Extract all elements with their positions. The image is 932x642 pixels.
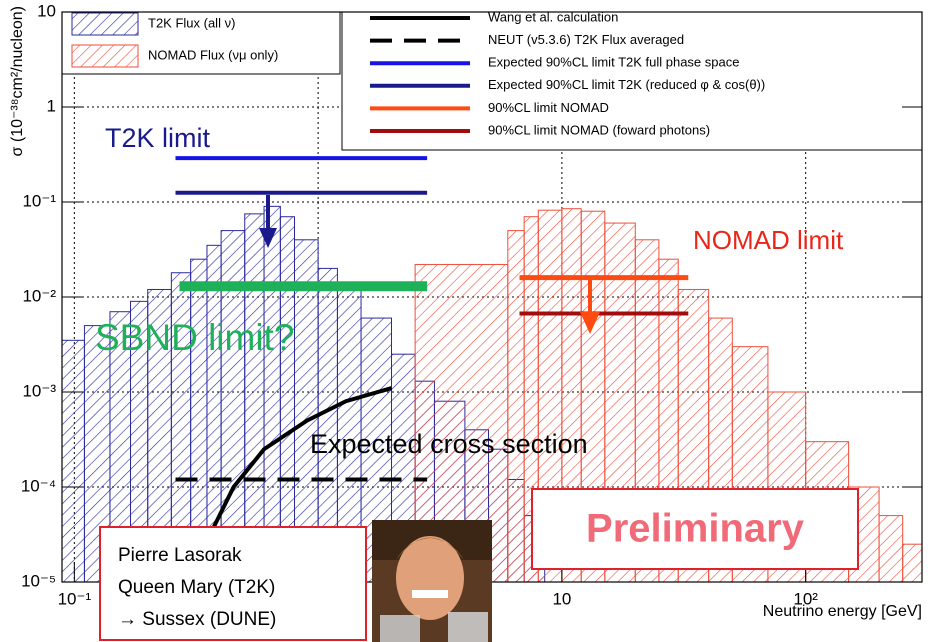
y-tick-label: 10: [37, 1, 56, 20]
limit-arrow-head: [580, 312, 600, 334]
credit-box: [99, 526, 367, 641]
x-tick-label: 10⁻¹: [58, 589, 92, 608]
legend-label: Expected 90%CL limit T2K (reduced φ & co…: [488, 77, 765, 92]
annotation: NOMAD limit: [693, 225, 844, 255]
y-tick-label: 1: [47, 96, 56, 115]
y-tick-label: 10⁻³: [22, 381, 56, 400]
legend-swatch: [71, 12, 139, 36]
y-tick-label: 10⁻¹: [22, 191, 56, 210]
limit-arrow-head: [259, 228, 277, 248]
hist-bar: [878, 515, 904, 583]
legend-box: [341, 11, 923, 151]
legend-label: Expected 90%CL limit T2K full phase spac…: [488, 55, 739, 70]
x-tick-label: 10²: [793, 589, 818, 608]
x-tick-label: 10: [552, 589, 571, 608]
credit-text: Pierre Lasorak: [118, 545, 242, 566]
legend-label: NOMAD Flux (νμ only): [148, 47, 278, 62]
annotation: Expected cross section: [310, 429, 588, 459]
legend-swatch: [71, 44, 139, 68]
photo: [372, 520, 492, 642]
hist-bar: [61, 339, 85, 583]
legend-label: NEUT (v5.3.6) T2K Flux averaged: [488, 32, 684, 47]
legend-label: Wang et al. calculation: [488, 9, 618, 24]
series-line: [198, 386, 393, 555]
legend-label: 90%CL limit NOMAD: [488, 100, 609, 115]
legend-label: T2K Flux (all ν): [148, 15, 235, 30]
annotation: Preliminary: [586, 507, 805, 551]
hist-bar: [507, 230, 525, 583]
hist-bar: [263, 205, 281, 583]
legend-label: 90%CL limit NOMAD (foward photons): [488, 122, 710, 137]
preliminary-box: [531, 488, 859, 570]
annotation: T2K limit: [105, 123, 211, 153]
y-tick-label: 10⁻⁵: [21, 571, 56, 590]
annotation: SBND limit?: [95, 317, 294, 358]
hist-bar: [902, 543, 923, 583]
x-axis-label: Neutrino energy [GeV]: [763, 603, 922, 620]
y-axis-label: σ (10⁻³⁸cm²/nucleon): [9, 6, 26, 156]
credit-text: Queen Mary (T2K): [118, 577, 275, 598]
y-tick-label: 10⁻²: [22, 286, 56, 305]
credit-text: → Sussex (DUNE): [118, 609, 276, 630]
y-tick-label: 10⁻⁴: [21, 476, 56, 495]
